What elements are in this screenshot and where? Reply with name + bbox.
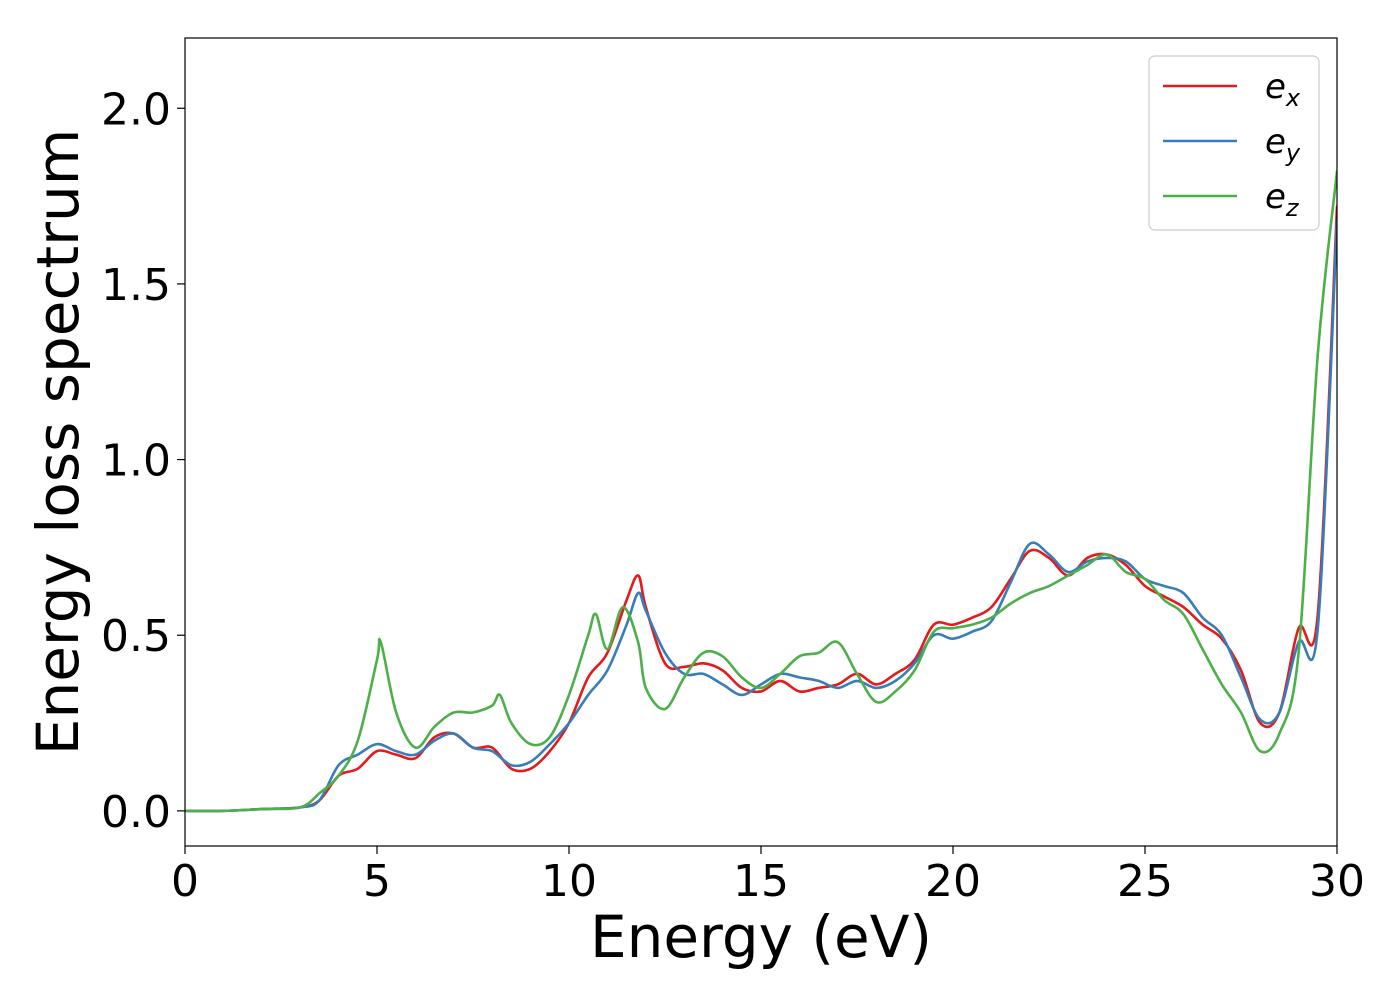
y-tick-label: 1.0: [101, 436, 171, 487]
series-layer: [185, 170, 1337, 813]
y-tick-label: 1.5: [101, 260, 171, 311]
legend-box: [1148, 55, 1320, 231]
y-axis-label: Energy loss spectrum: [24, 129, 92, 755]
x-tick-label: 30: [1309, 856, 1365, 907]
y-tick-label: 0.0: [101, 787, 171, 838]
x-tick-label: 20: [925, 856, 981, 907]
y-tick-label: 2.0: [101, 84, 171, 135]
series-line-ez: [185, 170, 1337, 813]
x-axis-ticks: 0 5 10 15 20 25 30: [171, 846, 1365, 907]
y-tick-label: 0.5: [101, 611, 171, 662]
plot-area: [185, 38, 1337, 846]
x-tick-label: 0: [171, 856, 199, 907]
series-line-ex: [185, 205, 1337, 813]
x-tick-label: 15: [733, 856, 789, 907]
x-tick-label: 25: [1117, 856, 1173, 907]
x-tick-label: 10: [541, 856, 597, 907]
y-axis-ticks: 0.0 0.5 1.0 1.5 2.0: [101, 84, 185, 838]
x-axis-label: Energy (eV): [590, 903, 932, 971]
x-tick-label: 5: [363, 856, 391, 907]
series-line-ey: [185, 219, 1337, 813]
